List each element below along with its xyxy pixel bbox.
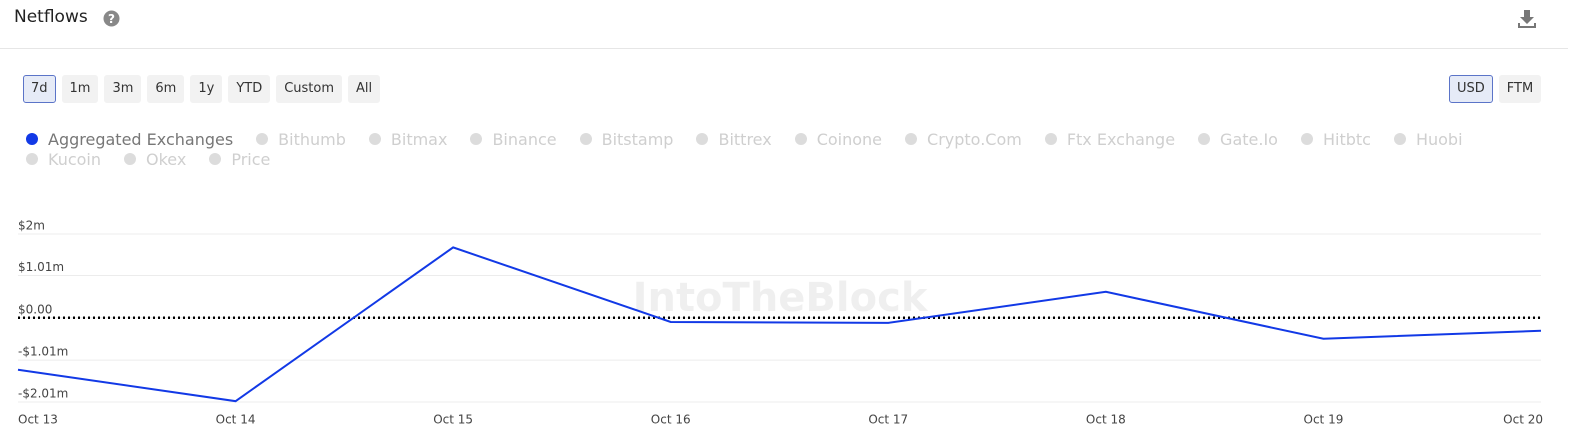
legend: Aggregated Exchanges Bithumb Bitmax Binance… — [26, 129, 1506, 169]
legend-label: Bitstamp — [601, 129, 674, 149]
legend-item[interactable]: Huobi — [1393, 129, 1463, 149]
range-button[interactable]: 1m — [61, 75, 99, 103]
legend-item[interactable]: Crypto.Com — [905, 129, 1022, 149]
legend-swatch — [26, 133, 38, 145]
legend-label: Ftx Exchange — [1066, 129, 1176, 149]
y-tick-label: $2m — [18, 219, 45, 233]
watermark: IntoTheBlock — [633, 275, 929, 321]
legend-label: Bittrex — [718, 129, 772, 149]
legend-swatch — [124, 153, 137, 165]
y-tick-label: -$1.01m — [18, 345, 68, 359]
legend-item[interactable]: Price — [209, 149, 271, 169]
legend-item[interactable]: Coinone — [794, 129, 883, 149]
legend-label: Huobi — [1415, 129, 1463, 149]
legend-swatch — [368, 133, 381, 145]
currency-button[interactable]: FTM — [1498, 75, 1542, 103]
svg-text:?: ? — [108, 12, 115, 26]
legend-swatch — [794, 133, 807, 145]
x-tick-label: Oct 14 — [216, 413, 256, 427]
x-tick-label: Oct 18 — [1086, 413, 1126, 427]
title: Netflows — [14, 7, 88, 27]
legend-item[interactable]: Ftx Exchange — [1044, 129, 1176, 149]
legend-item[interactable]: Aggregated Exchanges — [26, 129, 234, 149]
legend-item[interactable]: Kucoin — [26, 149, 102, 169]
legend-item[interactable]: Bithumb — [256, 129, 346, 149]
legend-item[interactable]: Bitstamp — [579, 129, 674, 149]
legend-label: Coinone — [816, 129, 883, 149]
x-tick-label: Oct 16 — [651, 413, 691, 427]
x-tick-label: Oct 13 — [18, 413, 58, 427]
legend-swatch — [26, 153, 38, 165]
legend-label: Gate.Io — [1220, 129, 1278, 149]
help-icon[interactable]: ? — [103, 10, 120, 27]
legend-label: Kucoin — [48, 149, 102, 169]
legend-label: Crypto.Com — [927, 129, 1022, 149]
legend-item[interactable]: Bitmax — [368, 129, 448, 149]
currency-buttons: USD FTM — [1449, 75, 1542, 103]
range-button[interactable]: Custom — [276, 75, 343, 103]
y-tick-label: $0.00 — [18, 302, 52, 316]
download-icon[interactable] — [1516, 8, 1538, 30]
range-button[interactable]: YTD — [228, 75, 271, 103]
legend-swatch — [256, 133, 269, 145]
range-button[interactable]: 3m — [104, 75, 142, 103]
legend-swatch — [1393, 133, 1406, 145]
range-button[interactable]: 6m — [147, 75, 185, 103]
x-tick-label: Oct 17 — [868, 413, 908, 427]
range-button[interactable]: All — [348, 75, 381, 103]
legend-swatch — [579, 133, 592, 145]
legend-label: Price — [231, 149, 271, 169]
legend-label: Hitbtc — [1322, 129, 1371, 149]
x-tick-label: Oct 19 — [1304, 413, 1344, 427]
legend-label: Okex — [146, 149, 187, 169]
legend-swatch — [470, 133, 483, 145]
currency-button[interactable]: USD — [1449, 75, 1493, 103]
legend-swatch — [1198, 133, 1211, 145]
range-button[interactable]: 1y — [190, 75, 223, 103]
legend-swatch — [1044, 133, 1057, 145]
range-button[interactable]: 7d — [23, 75, 56, 103]
divider — [0, 48, 1568, 49]
legend-label: Bitmax — [390, 129, 448, 149]
legend-swatch — [905, 133, 918, 145]
legend-swatch — [1300, 133, 1313, 145]
legend-swatch — [209, 153, 222, 165]
legend-item[interactable]: Gate.Io — [1198, 129, 1278, 149]
y-tick-label: -$2.01m — [18, 387, 68, 401]
series-line — [17, 246, 1542, 403]
range-buttons: 7d 1m 3m 6m 1y YTD Custom All — [23, 75, 381, 103]
legend-item[interactable]: Okex — [124, 149, 187, 169]
legend-item[interactable]: Bittrex — [696, 129, 772, 149]
legend-item[interactable]: Binance — [470, 129, 557, 149]
x-tick-label: Oct 20 — [1503, 413, 1543, 427]
legend-label: Binance — [492, 129, 557, 149]
legend-item[interactable]: Hitbtc — [1300, 129, 1371, 149]
legend-swatch — [696, 133, 709, 145]
x-tick-label: Oct 15 — [433, 413, 473, 427]
legend-label: Bithumb — [278, 129, 346, 149]
legend-label: Aggregated Exchanges — [48, 129, 234, 149]
y-tick-label: $1.01m — [18, 260, 64, 274]
